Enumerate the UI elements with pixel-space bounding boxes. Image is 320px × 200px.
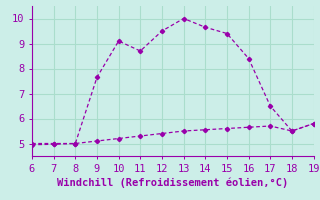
X-axis label: Windchill (Refroidissement éolien,°C): Windchill (Refroidissement éolien,°C) [57,178,288,188]
